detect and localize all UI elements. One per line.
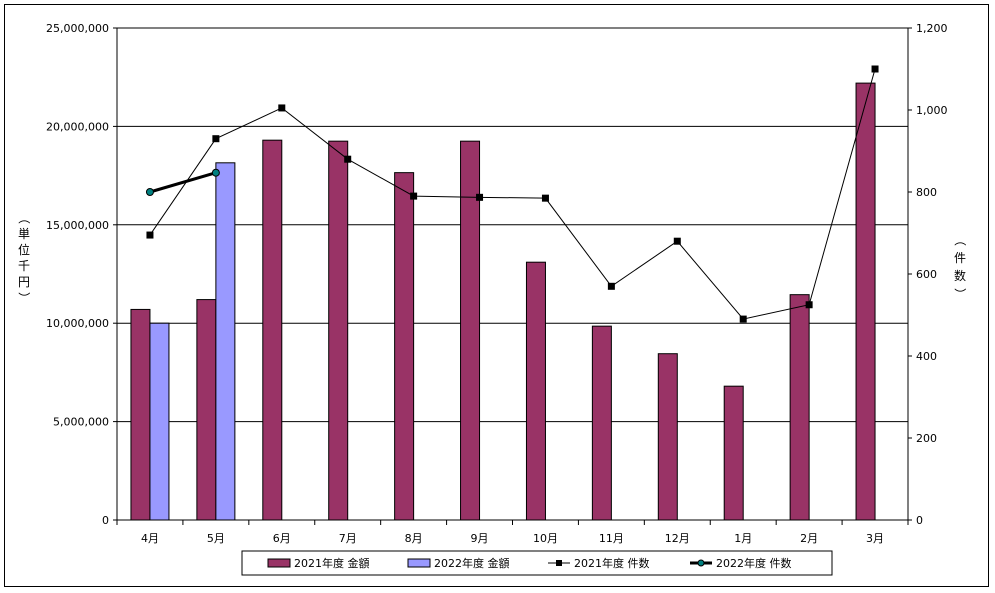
line-point <box>673 237 681 245</box>
bar <box>328 140 349 521</box>
right-tick-label: 1,000 <box>916 104 948 117</box>
x-axis-ticks: 4月 5月 6月 7月 8月 9月 10月 11月 12月 1月 2月 3月 <box>116 520 909 545</box>
x-tick-label: 9月 <box>471 532 489 545</box>
line-point <box>541 194 549 202</box>
right-axis-ticks: 0 200 400 600 800 1,000 1,200 <box>908 22 948 527</box>
x-tick-label: 6月 <box>273 532 291 545</box>
bar <box>394 172 415 521</box>
right-tick-label: 0 <box>916 514 923 527</box>
bar <box>591 325 612 521</box>
left-tick-label: 15,000,000 <box>46 219 109 232</box>
line-point <box>212 135 220 143</box>
left-tick-label: 0 <box>102 514 109 527</box>
bar <box>723 385 744 521</box>
legend-swatch <box>407 558 431 568</box>
bar <box>149 322 170 521</box>
left-tick-label: 25,000,000 <box>46 22 109 35</box>
line-point <box>871 65 879 73</box>
left-tick-label: 5,000,000 <box>53 416 109 429</box>
lines <box>145 65 879 323</box>
right-tick-label: 800 <box>916 186 937 199</box>
legend-label: 2021年度 件数 <box>574 556 650 570</box>
right-axis-title-char: 件 <box>954 251 966 265</box>
bar <box>130 308 151 521</box>
legend-label: 2021年度 金額 <box>294 556 370 570</box>
left-axis-title-char: ） <box>17 292 31 304</box>
right-tick-label: 400 <box>916 350 937 363</box>
bars <box>130 82 876 521</box>
legend: 2021年度 金額 2022年度 金額 2021年度 件数 2022年度 件数 <box>241 550 833 576</box>
series-line <box>149 68 876 320</box>
bar <box>855 82 876 521</box>
right-tick-label: 1,200 <box>916 22 948 35</box>
legend-marker <box>556 560 562 566</box>
left-tick-label: 20,000,000 <box>46 120 109 133</box>
legend-label: 2022年度 金額 <box>434 556 510 570</box>
left-axis-title-char: 千 <box>18 259 30 273</box>
bar <box>262 139 283 521</box>
legend-box <box>241 550 833 576</box>
gridlines <box>117 27 908 423</box>
left-axis-title-char: 位 <box>18 242 30 257</box>
series-line <box>149 171 217 194</box>
x-tick-label: 12月 <box>665 532 690 545</box>
right-axis-title-char: （ <box>953 234 967 246</box>
legend-swatch <box>267 558 291 568</box>
line-point <box>410 192 418 200</box>
line-point <box>739 315 747 323</box>
x-tick-label: 2月 <box>800 532 818 545</box>
x-tick-label: 8月 <box>405 532 423 545</box>
left-tick-label: 10,000,000 <box>46 317 109 330</box>
left-axis-title-char: 単 <box>18 227 30 241</box>
bar <box>657 353 678 521</box>
line-point <box>476 193 484 201</box>
x-tick-label: 11月 <box>599 532 624 545</box>
line-point <box>211 168 220 177</box>
legend-label: 2022年度 件数 <box>716 556 792 570</box>
x-tick-label: 5月 <box>207 532 225 545</box>
line-point <box>607 282 615 290</box>
x-tick-label: 3月 <box>866 532 884 545</box>
left-axis-title-char: 円 <box>18 275 30 289</box>
right-axis-title: （ 件数 ） <box>953 234 967 300</box>
x-tick-label: 10月 <box>533 532 558 545</box>
right-axis-title-char: 数 <box>954 268 966 283</box>
x-tick-label: 7月 <box>339 532 357 545</box>
axes <box>116 28 909 521</box>
bar <box>525 261 546 521</box>
bar <box>196 299 217 521</box>
x-tick-label: 1月 <box>734 532 752 545</box>
bar <box>215 162 236 521</box>
legend-marker <box>697 559 705 567</box>
line-point <box>344 155 352 163</box>
line-point <box>278 104 286 112</box>
line-point <box>146 231 154 239</box>
left-axis-ticks: 0 5,000,000 10,000,000 15,000,000 20,000,000… <box>46 22 117 527</box>
line-point <box>805 301 813 309</box>
right-axis-title-char: ） <box>953 288 967 300</box>
right-tick-label: 200 <box>916 432 937 445</box>
left-axis-title-char: （ <box>17 212 31 224</box>
bar <box>789 294 810 521</box>
line-point <box>145 188 154 196</box>
x-tick-label: 4月 <box>141 532 159 545</box>
right-tick-label: 600 <box>916 268 937 281</box>
